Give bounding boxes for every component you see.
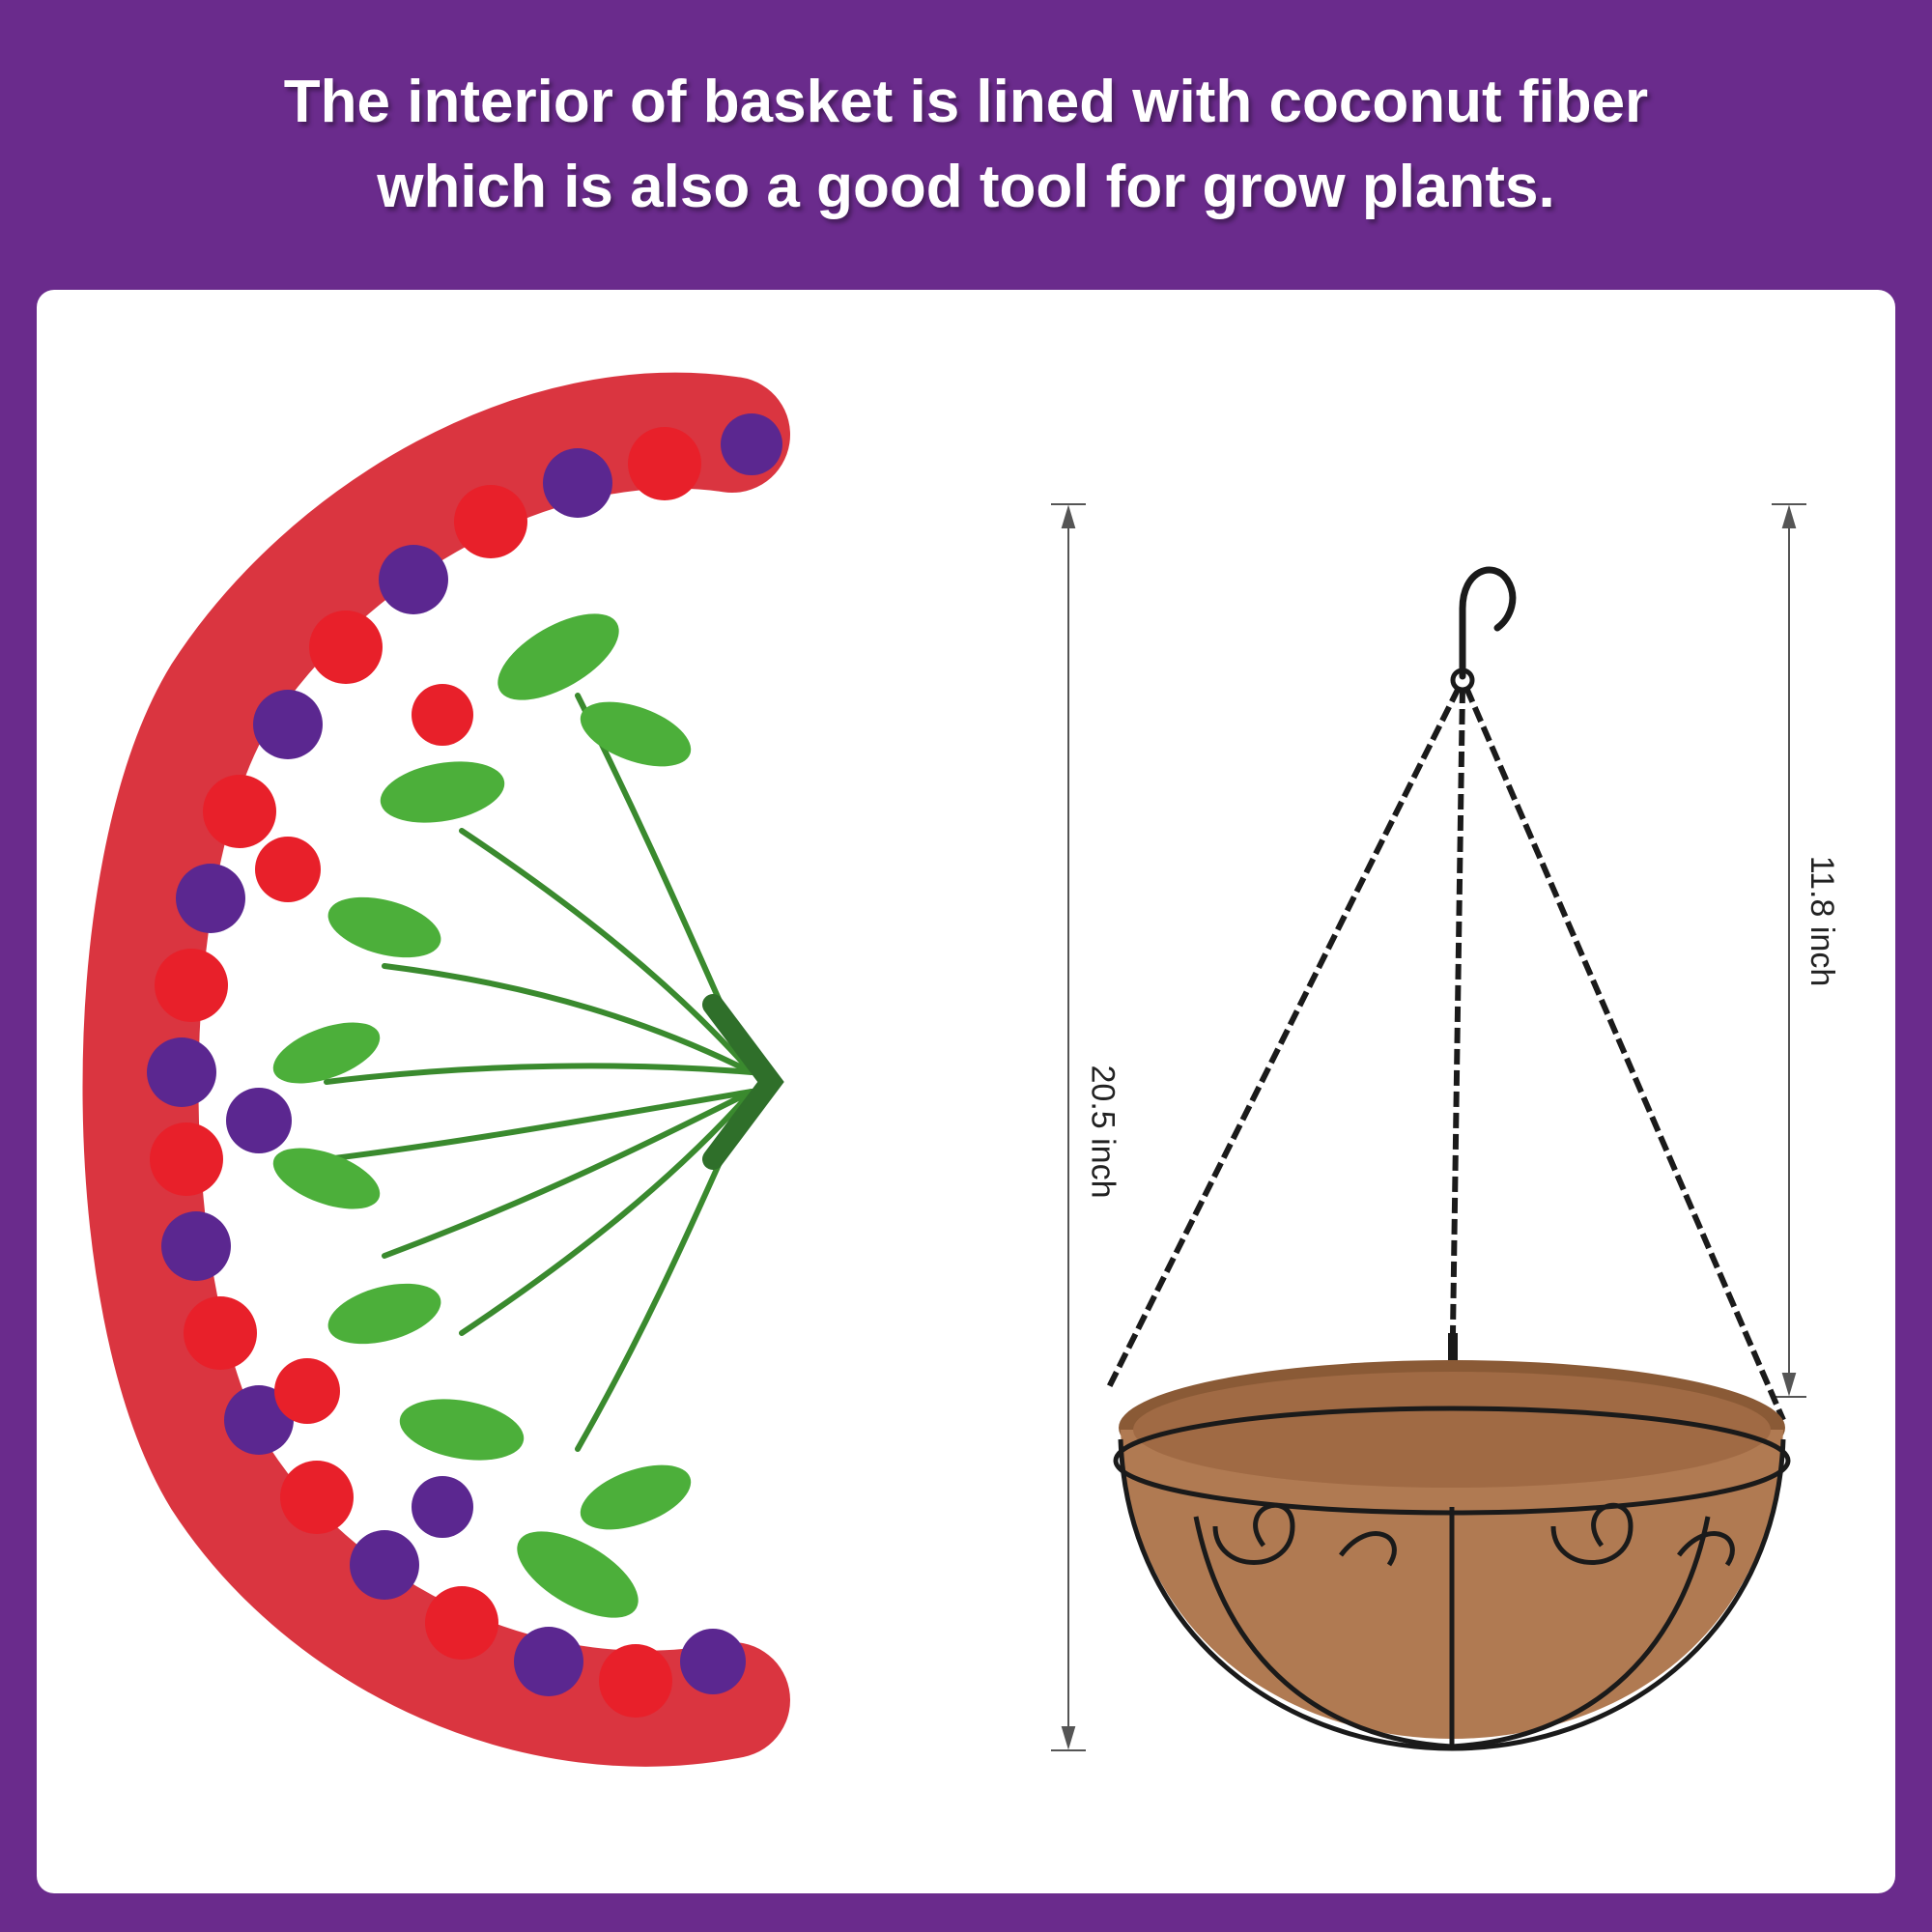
hanging-basket-image — [1104, 566, 1791, 1751]
total-length-dimension-line — [1051, 503, 1086, 1751]
flower-bouquet-image — [82, 372, 790, 1767]
headline: The interior of basket is lined with coc… — [0, 60, 1932, 230]
hook-icon — [1459, 566, 1517, 680]
product-panel: 20.5 inch 11.8 inch — [37, 290, 1895, 1893]
headline-line-2: which is also a good tool for grow plant… — [377, 154, 1555, 220]
chain-length-dimension-line — [1772, 503, 1806, 1398]
product-illustration — [82, 372, 1806, 1767]
total-length-label: 20.5 inch — [1083, 1059, 1122, 1205]
flower-blossoms — [147, 413, 782, 1718]
basket-chains — [1104, 686, 1786, 1422]
headline-line-1: The interior of basket is lined with coc… — [283, 69, 1649, 135]
chain-length-label: 11.8 inch — [1803, 849, 1841, 993]
basket-wire-frame — [1113, 1406, 1791, 1751]
